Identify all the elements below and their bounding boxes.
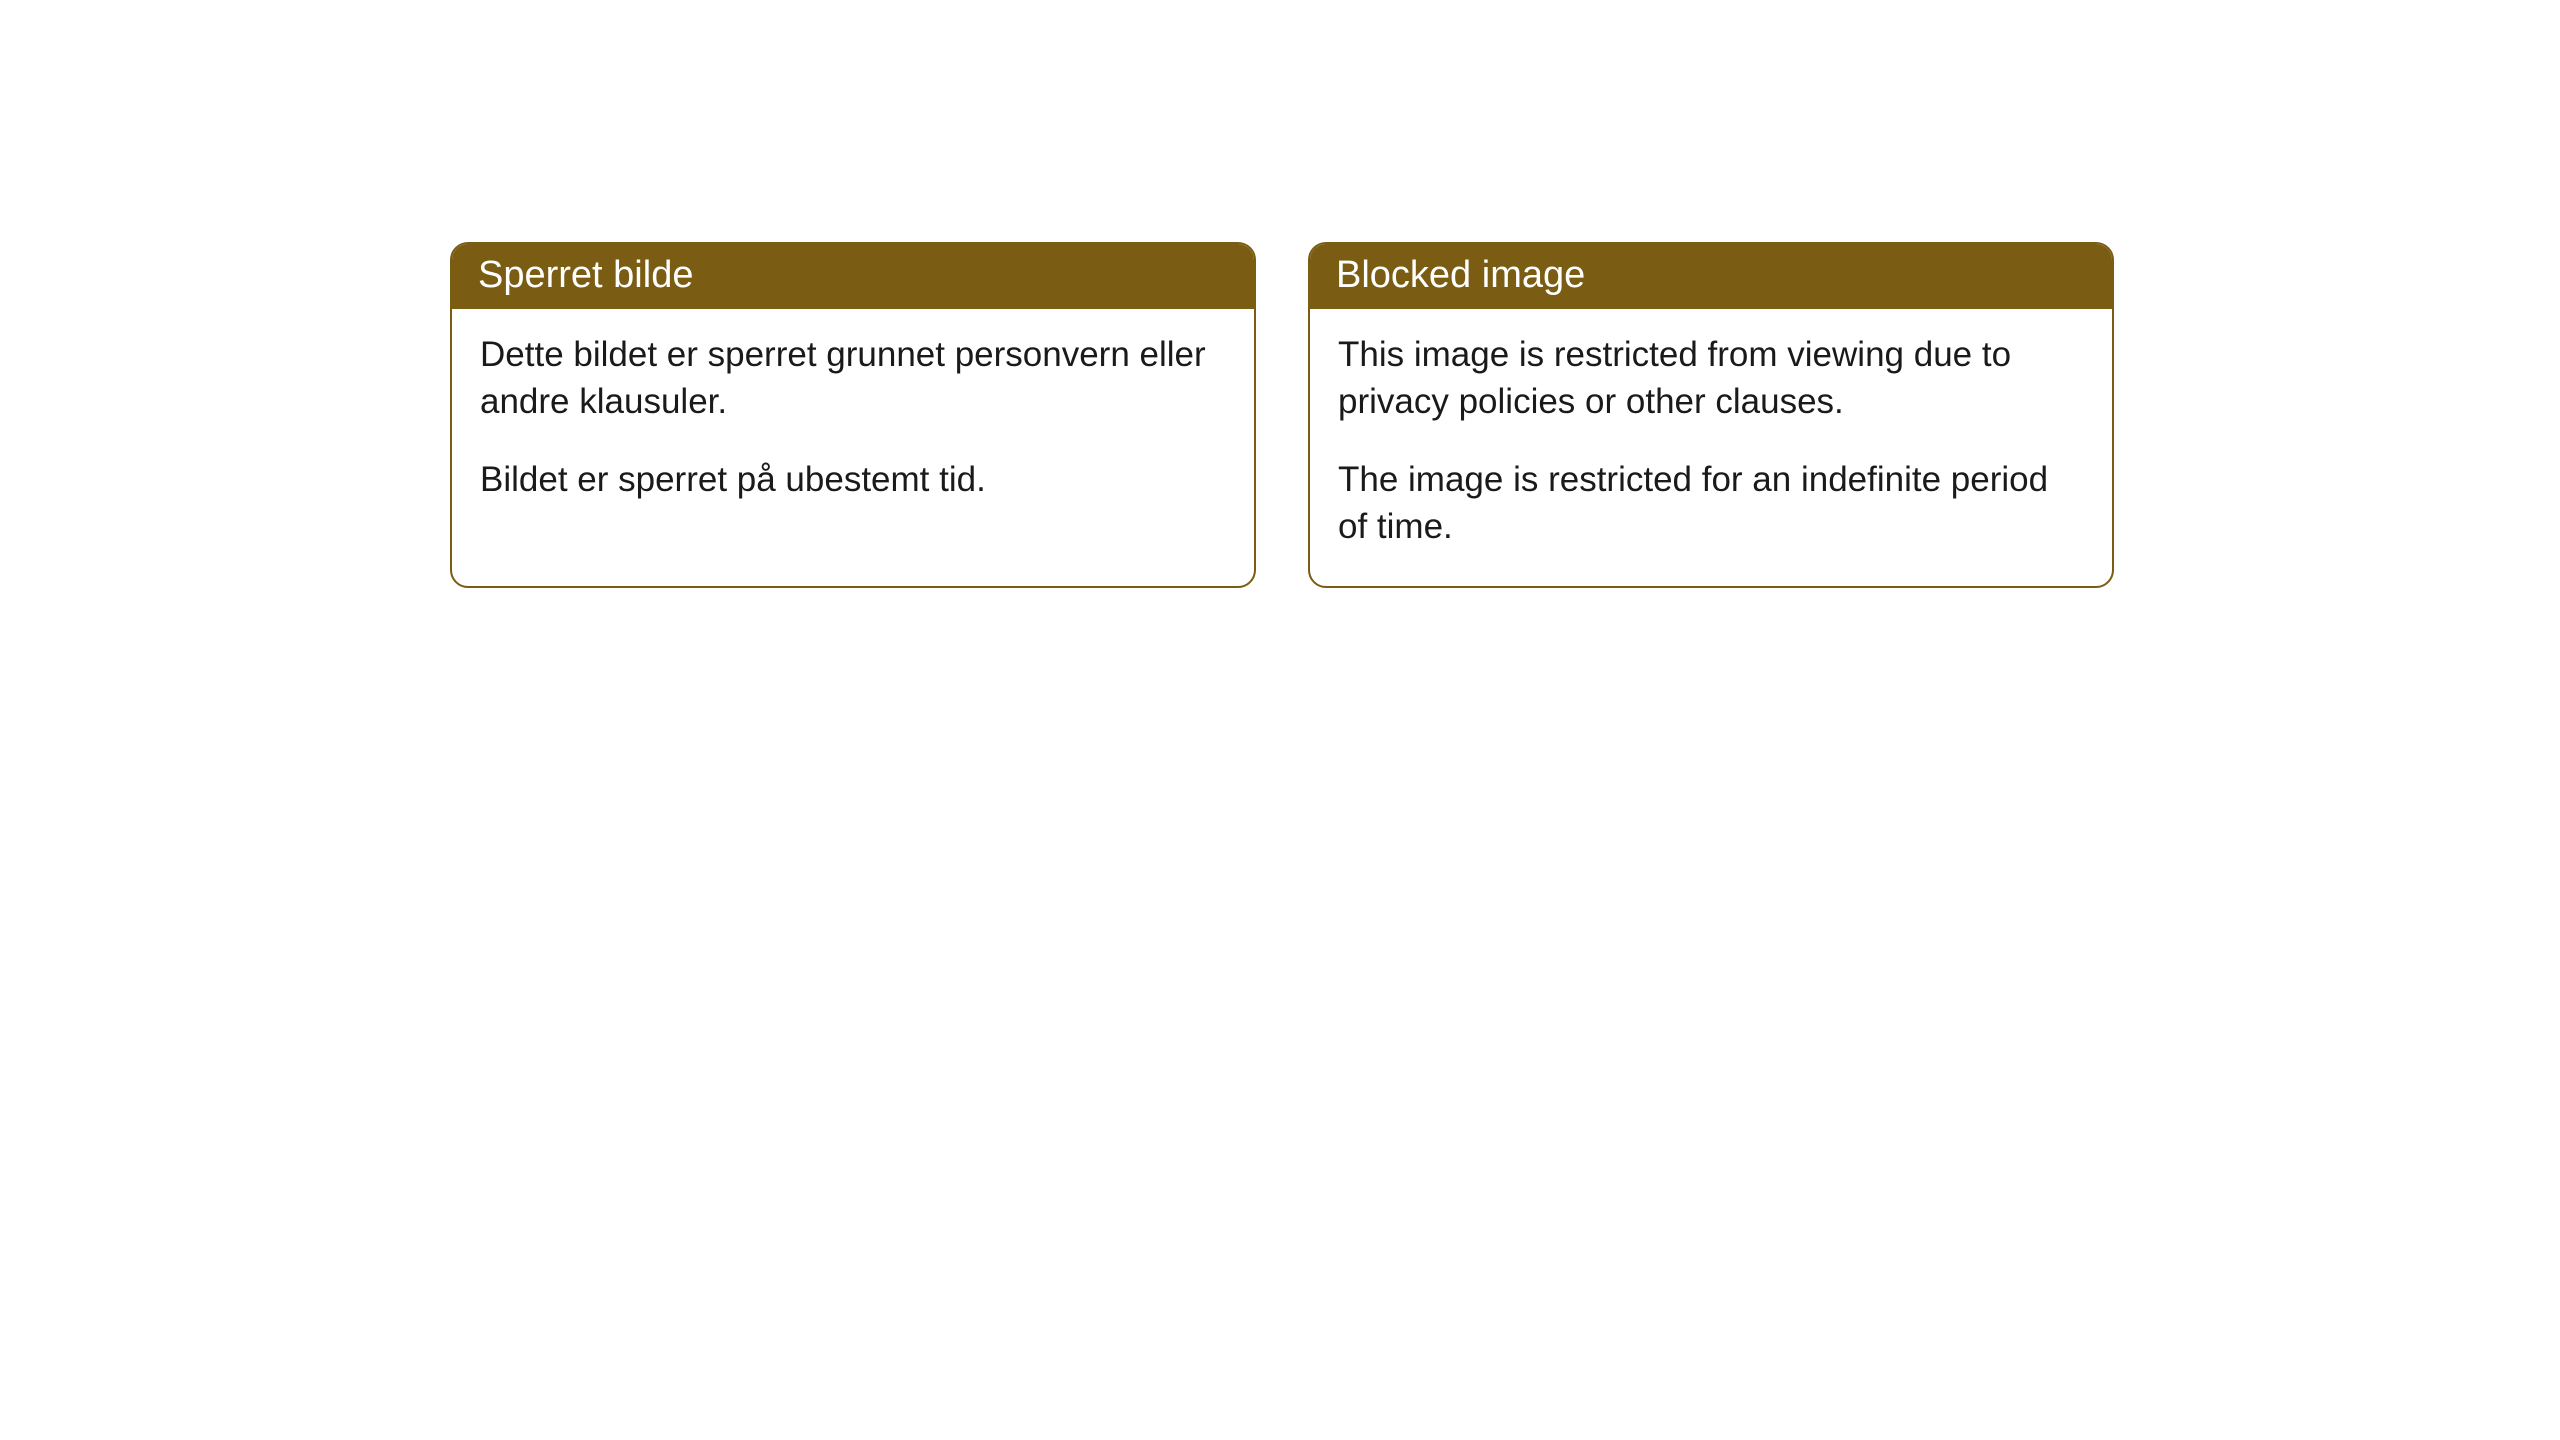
notice-cards-container: Sperret bilde Dette bildet er sperret gr… xyxy=(450,242,2114,588)
card-paragraph: Dette bildet er sperret grunnet personve… xyxy=(480,331,1226,426)
notice-card-english: Blocked image This image is restricted f… xyxy=(1308,242,2114,588)
notice-card-norwegian: Sperret bilde Dette bildet er sperret gr… xyxy=(450,242,1256,588)
card-body: This image is restricted from viewing du… xyxy=(1310,309,2112,586)
card-body: Dette bildet er sperret grunnet personve… xyxy=(452,309,1254,539)
card-paragraph: Bildet er sperret på ubestemt tid. xyxy=(480,456,1226,503)
card-header: Sperret bilde xyxy=(452,244,1254,309)
card-paragraph: This image is restricted from viewing du… xyxy=(1338,331,2084,426)
card-paragraph: The image is restricted for an indefinit… xyxy=(1338,456,2084,551)
card-header: Blocked image xyxy=(1310,244,2112,309)
